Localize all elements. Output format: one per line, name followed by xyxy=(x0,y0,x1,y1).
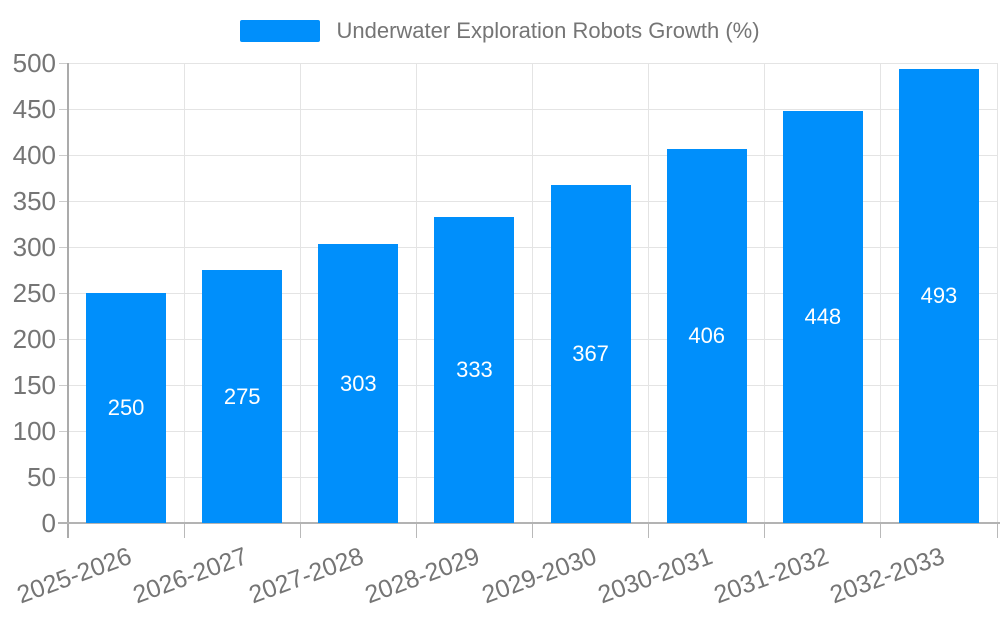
gridline-vertical xyxy=(415,63,417,523)
bar-value-label: 303 xyxy=(339,370,377,396)
bar-value-label: 493 xyxy=(920,283,958,309)
y-axis-tick xyxy=(59,430,68,432)
gridline-vertical xyxy=(532,63,533,523)
legend-marker-swatch[interactable] xyxy=(240,20,321,42)
plot-area: 0 50 100 150 200 250 300 350 400 450 500 250 275 303 3… xyxy=(12,48,1000,609)
bar-value-label: 367 xyxy=(572,341,609,367)
y-axis-tick xyxy=(59,246,68,248)
y-axis-tick xyxy=(59,476,68,478)
y-axis-tick xyxy=(59,108,68,110)
x-axis-tick xyxy=(648,523,650,538)
x-axis-tick xyxy=(299,523,301,538)
gridline-vertical xyxy=(648,63,650,523)
legend[interactable]: Underwater Exploration Robots Growth (%) xyxy=(0,18,1000,44)
bar[interactable]: 250 xyxy=(86,293,167,523)
bar[interactable]: 493 xyxy=(898,69,979,523)
bar-value-label: 448 xyxy=(804,303,842,329)
gridline-vertical xyxy=(183,63,185,523)
y-axis-tick xyxy=(59,292,68,294)
y-axis-tick xyxy=(59,522,68,524)
y-axis-label: 100 xyxy=(12,416,56,446)
gridline-vertical xyxy=(299,63,301,523)
y-axis-tick xyxy=(59,62,68,64)
bar[interactable]: 406 xyxy=(666,149,747,523)
x-axis-tick xyxy=(880,523,882,538)
y-axis-label: 150 xyxy=(12,370,56,400)
bar-value-label: 406 xyxy=(688,323,726,349)
y-axis-label: 300 xyxy=(12,232,56,262)
x-axis-tick xyxy=(183,523,185,538)
bar-value-label: 250 xyxy=(107,395,145,420)
x-axis-tick xyxy=(415,523,417,538)
y-axis-tick xyxy=(59,200,68,202)
gridline-horizontal xyxy=(68,108,997,110)
bar[interactable]: 448 xyxy=(782,110,863,523)
y-axis-label: 350 xyxy=(12,186,56,216)
y-axis-label: 500 xyxy=(12,48,56,78)
bar[interactable]: 275 xyxy=(202,270,283,523)
y-axis-label: 400 xyxy=(12,140,56,170)
gridline-vertical xyxy=(996,63,998,523)
bar[interactable]: 303 xyxy=(318,244,399,523)
bar-value-label: 333 xyxy=(456,356,493,382)
x-axis-tick xyxy=(996,523,998,538)
gridline-horizontal xyxy=(68,62,997,64)
y-axis-label: 250 xyxy=(12,278,56,308)
bar-chart: Underwater Exploration Robots Growth (%)… xyxy=(0,18,1000,609)
x-axis-tick xyxy=(67,523,69,538)
y-axis-tick xyxy=(59,154,68,156)
bar-value-label: 275 xyxy=(223,383,261,409)
y-axis-line xyxy=(67,63,69,538)
x-axis-tick xyxy=(764,523,766,538)
gridline-vertical xyxy=(764,63,766,523)
y-axis-tick xyxy=(59,338,68,340)
y-axis-label: 0 xyxy=(41,508,56,538)
y-axis-label: 50 xyxy=(27,462,56,492)
y-axis-label: 450 xyxy=(12,94,56,124)
bar[interactable]: 333 xyxy=(434,216,515,523)
gridline-vertical xyxy=(880,63,882,523)
legend-label: Underwater Exploration Robots Growth (%) xyxy=(336,18,760,43)
y-axis-label: 200 xyxy=(12,324,56,354)
y-axis-tick xyxy=(59,384,68,386)
bar[interactable]: 367 xyxy=(550,185,631,523)
x-axis-tick xyxy=(532,523,533,538)
